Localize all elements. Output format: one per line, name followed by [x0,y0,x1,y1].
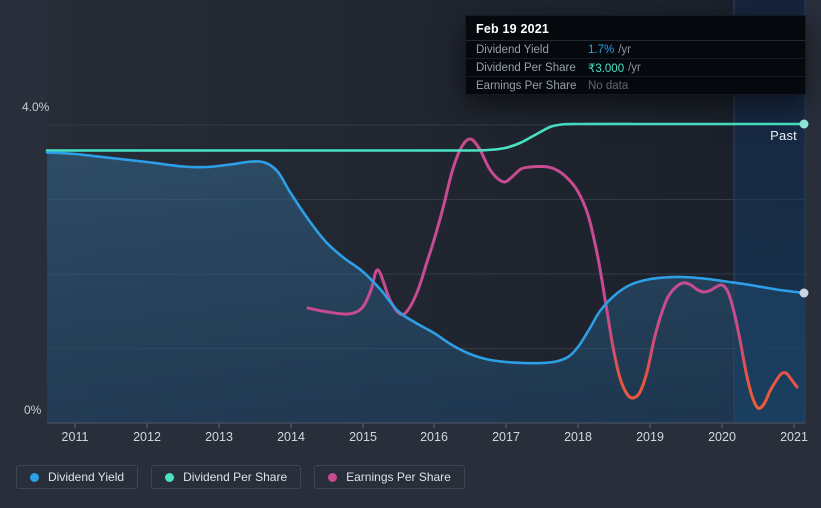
y-axis-label-top: 4.0% [22,100,50,114]
x-axis-label: 2019 [636,430,664,444]
tooltip-value-dividend-yield: 1.7% [588,43,615,56]
dividend-per-share-end-dot [799,119,809,129]
tooltip-suffix: /yr [618,43,631,56]
tooltip-value-earnings-per-share: No data [588,79,629,92]
legend-item-dividend-per-share[interactable]: Dividend Per Share [151,465,302,489]
tooltip-value-dividend-per-share: ₹3.000 [588,62,625,75]
x-axis-label: 2017 [492,430,520,444]
chart-tooltip: Feb 19 2021 Dividend Yield 1.7% /yr Divi… [465,15,806,95]
y-axis-label-bottom: 0% [24,403,42,417]
tooltip-label: Earnings Per Share [476,79,577,92]
earnings-per-share-dot-icon [328,472,338,482]
x-axis-label: 2021 [780,430,808,444]
dividend-per-share-dot-icon [165,472,175,482]
x-axis-label: 2016 [420,430,448,444]
x-axis-label: 2011 [61,430,89,444]
legend-item-dividend-yield[interactable]: Dividend Yield [16,465,139,489]
dividend-per-share-line [45,122,806,152]
legend-item-earnings-per-share[interactable]: Earnings Per Share [314,465,465,489]
past-label: Past [770,128,797,143]
legend-label: Earnings Per Share [346,470,451,484]
earnings-per-share-line [306,137,799,410]
x-axis-ticks [74,423,795,428]
x-axis-label: 2015 [349,430,377,444]
x-axis-label: 2018 [564,430,592,444]
x-axis-label: 2014 [277,430,305,444]
x-axis-label: 2012 [133,430,161,444]
dividend-yield-line [45,151,806,365]
tooltip-date: Feb 19 2021 [466,16,805,41]
tooltip-label: Dividend Yield [476,43,549,56]
tooltip-suffix: /yr [628,61,641,74]
tooltip-row-dividend-yield: Dividend Yield 1.7% /yr [466,41,805,58]
legend-label: Dividend Per Share [183,470,288,484]
dividend-yield-end-dot [799,288,809,298]
tooltip-row-dividend-per-share: Dividend Per Share ₹3.000 /yr [466,58,805,76]
dividend-yield-dot-icon [30,472,39,482]
legend-label: Dividend Yield [48,470,125,484]
tooltip-row-earnings-per-share: Earnings Per Share No data [466,76,805,94]
x-axis-label: 2020 [708,430,736,444]
x-axis-label: 2013 [205,430,233,444]
chart-legend: Dividend Yield Dividend Per Share Earnin… [16,465,465,489]
tooltip-label: Dividend Per Share [476,61,576,74]
